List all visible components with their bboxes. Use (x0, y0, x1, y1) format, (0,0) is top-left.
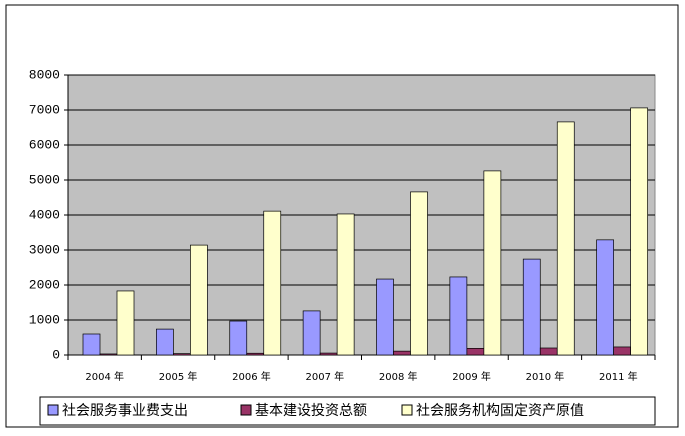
bar (539, 347, 558, 356)
bar (116, 290, 135, 356)
x-tick-label: 2010 年 (526, 370, 565, 383)
legend-swatch (240, 404, 252, 416)
bar (99, 353, 118, 356)
legend-label: 基本建设投资总额 (255, 402, 367, 419)
legend-label: 社会服务事业费支出 (62, 403, 188, 419)
x-tick-label: 2011 年 (599, 370, 638, 383)
bar (156, 328, 174, 356)
x-tick-label: 2004 年 (85, 370, 124, 383)
x-tick-label: 2006 年 (232, 370, 271, 383)
x-tick-label: 2005 年 (159, 370, 198, 383)
bar (483, 170, 502, 356)
bar (613, 346, 631, 356)
bar (336, 213, 355, 356)
bar (522, 258, 541, 356)
bar (319, 352, 338, 356)
legend-label: 社会服务机构固定资产原值 (416, 403, 584, 419)
bar (449, 276, 468, 356)
bar (376, 278, 394, 356)
bar (229, 320, 248, 356)
x-tick-label: 2007 年 (305, 370, 344, 383)
y-tick-label: 0 (52, 347, 60, 362)
bar (596, 239, 614, 356)
legend-box (39, 396, 656, 426)
x-tick-label: 2009 年 (452, 370, 491, 383)
bar (393, 350, 411, 356)
legend-swatch (47, 404, 59, 416)
y-tick-label: 3000 (29, 242, 60, 257)
bar (173, 353, 191, 356)
bar (410, 191, 428, 356)
bar (630, 107, 648, 356)
y-tick-label: 8000 (29, 67, 60, 82)
legend-swatch (401, 404, 413, 416)
bar (246, 352, 265, 356)
bar (263, 210, 282, 356)
bar (556, 121, 575, 356)
y-tick-label: 5000 (29, 172, 60, 187)
bar (82, 333, 101, 356)
y-tick-label: 7000 (29, 102, 60, 117)
y-tick-label: 1000 (29, 312, 60, 327)
bar (466, 348, 485, 356)
y-tick-label: 6000 (29, 137, 60, 152)
bar (302, 310, 321, 356)
y-tick-label: 4000 (29, 207, 60, 222)
bar (190, 244, 208, 356)
y-tick-label: 2000 (29, 277, 60, 292)
x-tick-label: 2008 年 (379, 370, 418, 383)
